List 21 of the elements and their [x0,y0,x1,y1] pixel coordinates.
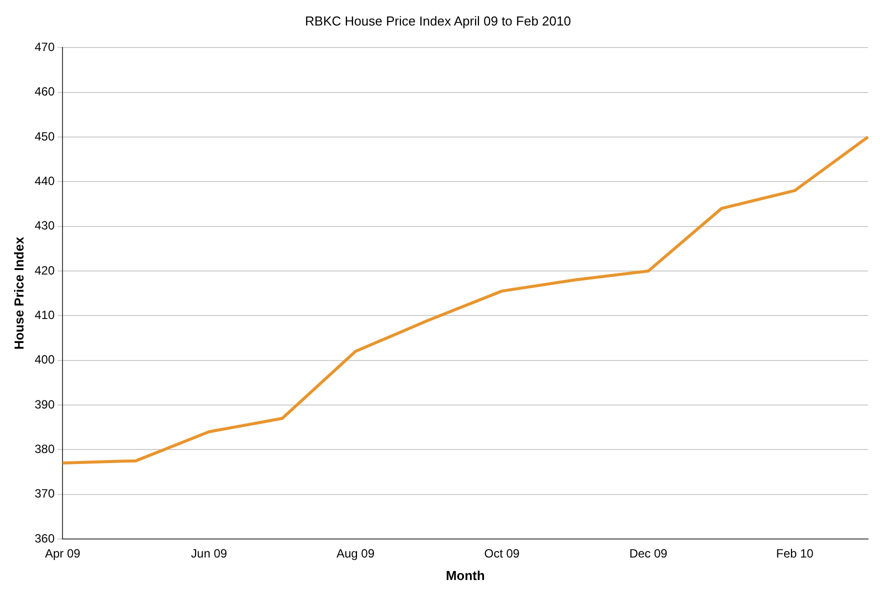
y-tick-label: 370 [34,486,55,501]
y-tick-label: 380 [34,442,55,456]
x-tick-label: Oct 09 [484,546,520,561]
chart-title: RBKC House Price Index April 09 to Feb 2010 [305,13,571,28]
x-tick-label: Aug 09 [336,546,375,561]
y-tick-label: 450 [34,129,55,144]
y-tick-label: 390 [34,397,55,412]
x-tick-label: Feb 10 [776,546,814,561]
x-tick-label: Dec 09 [629,546,668,561]
y-axis-title: House Price Index [11,236,26,350]
x-tick-label: Apr 09 [44,546,81,561]
y-tick-label: 470 [34,40,55,54]
y-tick-label: 400 [34,352,55,367]
x-tick-label: Jun 09 [191,546,228,561]
y-tick-label: 460 [34,84,55,99]
y-tick-label: 420 [34,263,55,278]
y-tick-label: 440 [34,174,55,188]
y-tick-label: 430 [34,218,55,233]
y-tick-label: 360 [34,531,55,546]
y-tick-label: 410 [34,308,55,322]
x-axis-title: Month [446,568,485,583]
